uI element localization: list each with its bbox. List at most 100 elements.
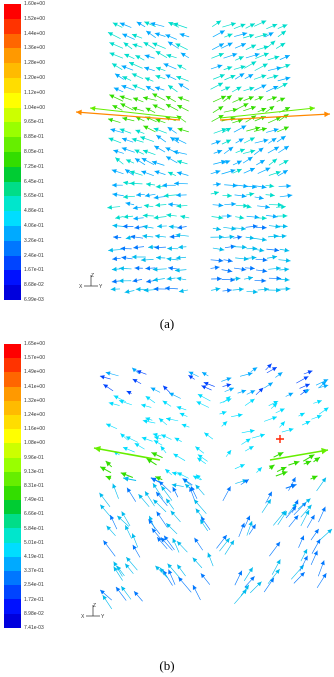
vector-arrowhead [268,32,274,37]
colorbar-segment [4,471,21,486]
colorbar-segment [4,4,21,19]
figure-a: 1.60e+00 1.52e+00 1.44e+00 1.36e+00 1.28e+00… [4,2,331,331]
vector-arrowhead [167,127,173,132]
vector-arrowhead [142,419,148,424]
vector-arrowhead [259,247,265,253]
vector-arrowhead [257,467,262,472]
vector-arrowhead [119,128,125,133]
vector-arrowhead [222,535,227,540]
vector-arrowhead [216,182,221,187]
vector-arrowhead [258,96,264,101]
vector-arrowhead [125,525,130,531]
vector-arrowhead [111,266,117,272]
vector-arrowhead [165,74,171,79]
vector-arrowhead [226,377,232,382]
vector-arrowhead [119,95,125,100]
vector-arrowhead [226,486,231,492]
vector-arrowhead [276,276,282,281]
vector-arrowhead [159,567,165,573]
vector-arrowhead [115,215,121,220]
vector-arrow [89,107,181,119]
vector-arrowhead [136,370,142,375]
vector-arrowhead [142,96,148,101]
vector-arrowhead [142,213,148,218]
vector-arrowhead [105,460,112,467]
vector-arrowhead [116,565,122,571]
vector-arrowhead [123,214,129,219]
vector-arrowhead [218,258,224,263]
vector-arrowhead [314,457,320,463]
colorbar-tick-label: 7.49e-01 [24,497,44,504]
vector-arrowhead [284,107,291,112]
colorbar-segment [4,122,21,138]
vector-arrowhead [251,255,257,261]
vector-arrowhead [181,423,187,428]
colorbar-segment [4,556,21,571]
vector-arrowhead [264,287,269,292]
vector-arrowhead [152,93,158,98]
vector-arrowhead [152,267,158,272]
axis-triad-a: Z X Y [79,273,103,290]
vector-arrowhead [164,286,170,291]
vector-arrowhead [115,586,121,592]
colorbar-tick-label: 5.01e-01 [24,539,44,546]
vector-arrowhead [166,498,171,504]
vector-arrowhead [269,183,275,189]
vector-arrowhead [241,226,247,231]
vector-arrowhead [288,427,294,433]
vector-arrowhead [231,226,237,231]
vector-arrowhead [154,245,160,250]
vector-arrowhead [242,31,248,37]
vector-arrowhead [225,139,232,144]
vector-arrowhead [121,511,126,517]
vector-arrowhead [125,235,131,240]
vector-arrowhead [241,125,247,130]
colorbar-segment [4,240,21,256]
vector-arrow [269,449,329,461]
vector-arrowhead [155,565,160,571]
vector-arrowhead [195,446,201,451]
vector-arrowhead [262,257,268,263]
colorbar-segment [4,585,21,600]
vector-arrowhead [284,55,290,60]
vector-arrowhead [283,160,289,165]
colorbar-segment [4,542,21,557]
colorbar-tick-label: 4.19e-01 [24,554,44,560]
colorbar-segment [4,372,21,387]
vector-arrowhead [255,126,261,131]
colorbar-segment [4,485,21,501]
colorbar-tick-label: 8.05e-01 [24,149,44,155]
vector-arrowhead [134,225,140,230]
vector-arrowhead [146,278,151,284]
vector-arrowhead [123,42,129,48]
vector-arrowhead [166,213,172,218]
vector-arrowhead [226,288,232,293]
vector-arrowhead [166,53,172,59]
vector-arrowhead [272,213,278,219]
vector-arrowhead [225,538,230,543]
vector-arrowhead [197,454,203,459]
vector-arrowhead [282,213,288,219]
vector-arrowhead [144,491,150,497]
vector-arrowhead [176,405,182,411]
vector-arrowhead [150,387,156,392]
vector-arrowhead [144,66,150,72]
vector-arrowhead [177,541,182,546]
vector-arrowhead [203,381,209,386]
vector-arrowhead [138,494,143,499]
vector-arrowhead [240,43,247,48]
vector-arrowhead [155,184,161,189]
vector-arrowhead [254,52,260,58]
vector-arrowhead [179,412,185,417]
vector-arrowhead [167,171,174,177]
vector-arrowhead [152,432,158,438]
vector-arrowhead [285,76,291,81]
vector-arrowhead [293,515,299,521]
colorbar-segment [4,344,21,359]
colorbar-tick-label: 4.06e-01 [24,223,44,229]
vector-arrowhead [135,116,141,121]
vector-arrowhead [148,515,153,521]
vector-arrowhead [113,561,118,567]
vector-arrowhead [275,170,281,176]
vector-arrowhead [226,383,232,388]
